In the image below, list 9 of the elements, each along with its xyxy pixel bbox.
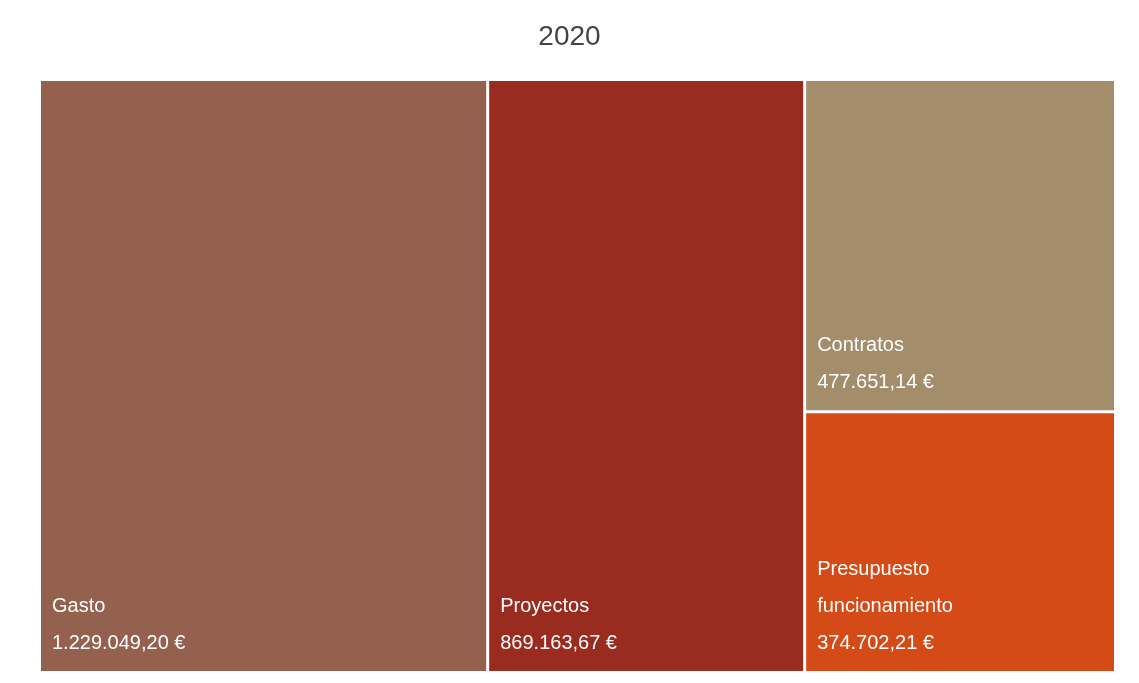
category-label: Proyectos bbox=[500, 594, 590, 616]
category-label: Gasto bbox=[52, 594, 106, 616]
data-label: 869.163,67 € bbox=[500, 631, 617, 653]
data-label: 374.702,21 € bbox=[817, 631, 934, 653]
category-label: Contratos bbox=[817, 333, 904, 356]
data-label: 1.229.049,20 € bbox=[52, 631, 186, 653]
data-label: 477.651,14 € bbox=[817, 370, 934, 393]
text: 2020 bbox=[538, 19, 601, 51]
category-label: Presupuesto funcionamiento bbox=[817, 557, 953, 616]
